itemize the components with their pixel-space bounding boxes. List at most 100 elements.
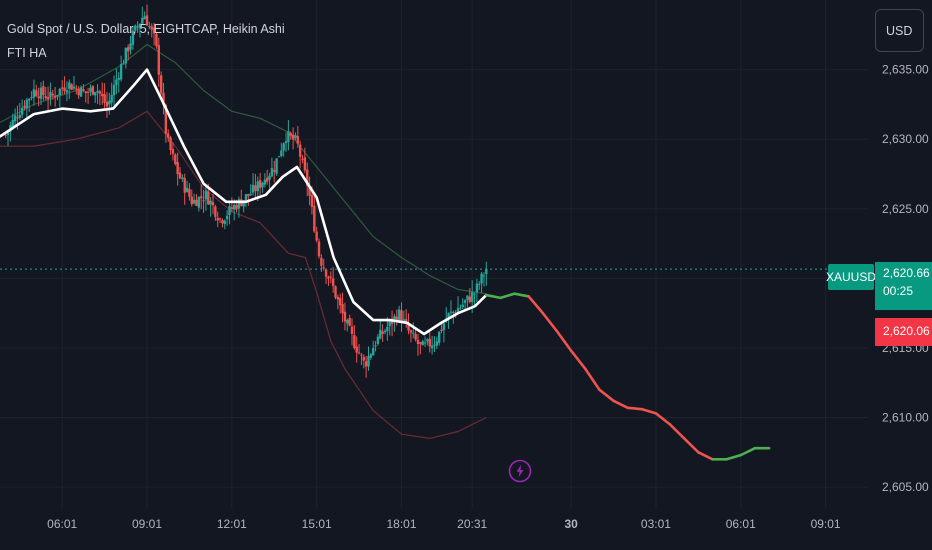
- candle-body: [148, 26, 151, 28]
- candle-body: [164, 105, 168, 134]
- candle-body: [13, 115, 17, 122]
- candle-body: [68, 82, 71, 89]
- candle-body: [152, 27, 156, 34]
- candle-body: [150, 26, 153, 30]
- candle-body: [423, 342, 427, 344]
- candle-body: [202, 200, 205, 202]
- y-tick-label: 2,610.00: [882, 411, 929, 425]
- candle-body: [141, 17, 144, 24]
- projection-segment: [682, 437, 700, 454]
- candle-body: [178, 172, 182, 179]
- candle-body: [249, 193, 252, 196]
- candle-body: [270, 168, 274, 177]
- candle-body: [190, 196, 193, 205]
- projection-segment: [513, 292, 531, 298]
- candle-body: [195, 199, 198, 206]
- candle-body: [466, 295, 469, 300]
- candle-body: [275, 158, 278, 174]
- candle-body: [77, 89, 80, 96]
- candle-body: [216, 217, 219, 221]
- candle-body: [263, 179, 267, 185]
- candle-body: [440, 329, 443, 332]
- candle-body: [381, 331, 384, 334]
- candle-body: [329, 276, 333, 278]
- candle-body: [280, 150, 283, 156]
- candle-body: [232, 205, 236, 210]
- candle-body: [310, 194, 314, 207]
- candle-body: [393, 316, 396, 323]
- candle-body: [209, 200, 212, 205]
- y-tick-label: 2,635.00: [882, 63, 929, 77]
- chart-title[interactable]: Gold Spot / U.S. Dollar, 5, EIGHTCAP, He…: [7, 22, 285, 36]
- candle-body: [348, 317, 351, 326]
- candle-body: [183, 178, 186, 193]
- candle-body: [185, 187, 189, 193]
- y-tick-label: 2,630.00: [882, 132, 929, 146]
- candle-body: [145, 15, 149, 26]
- candle-body: [18, 114, 21, 118]
- candle-body: [119, 64, 123, 80]
- candle-body: [433, 344, 436, 346]
- candle-body: [101, 93, 104, 97]
- x-tick-label: 18:01: [386, 517, 416, 531]
- currency-button[interactable]: USD: [875, 9, 924, 52]
- candle-body: [369, 354, 373, 358]
- candle-body: [112, 84, 116, 96]
- candle-body: [20, 107, 24, 115]
- time-axis: 06:01 09:01 12:01 15:01 18:01 20:31 30 03:01 06:…: [47, 517, 841, 531]
- candle-body: [287, 131, 290, 143]
- projection-segment: [527, 295, 545, 315]
- candle-body: [419, 342, 422, 344]
- candle-body: [25, 99, 29, 109]
- candle-body: [320, 257, 323, 266]
- candle-body: [136, 26, 139, 28]
- candle-body: [214, 206, 217, 217]
- candle-body: [322, 267, 325, 269]
- candle-body: [353, 335, 356, 349]
- candle-body: [294, 135, 297, 138]
- candle-body: [426, 339, 429, 342]
- x-tick-label: 06:01: [726, 517, 756, 531]
- candle-body: [404, 319, 408, 323]
- candle-body: [452, 311, 455, 313]
- candle-body: [35, 90, 38, 96]
- x-tick-label: 03:01: [641, 517, 671, 531]
- candle-body: [463, 300, 467, 303]
- last-price-tag: 2,620.66 00:25: [875, 262, 932, 310]
- candle-body: [364, 361, 368, 367]
- candle-body: [397, 309, 401, 322]
- candle-body: [480, 273, 483, 284]
- candle-body: [162, 92, 165, 106]
- candle-body: [400, 310, 403, 323]
- candle-body: [51, 93, 54, 96]
- candle-body: [277, 156, 281, 158]
- candle-body: [108, 100, 111, 105]
- candle-body: [475, 283, 479, 293]
- candle-body: [346, 319, 349, 324]
- x-tick-label: 06:01: [47, 517, 77, 531]
- projection-segment: [598, 388, 615, 403]
- candle-body: [412, 332, 415, 334]
- candle-body: [416, 339, 420, 345]
- candle-body: [134, 25, 137, 31]
- candle-body: [11, 119, 14, 127]
- lightning-icon[interactable]: [508, 459, 532, 483]
- candle-body: [28, 98, 31, 101]
- candle-body: [122, 63, 125, 65]
- candle-body: [93, 92, 97, 96]
- candle-body: [129, 43, 132, 50]
- projection-segment: [583, 367, 601, 391]
- candle-body: [336, 296, 340, 300]
- candle-body: [6, 131, 10, 136]
- candle-body: [362, 356, 365, 361]
- candle-body: [61, 87, 64, 89]
- envelope-bands: [0, 43, 487, 440]
- candle-body: [103, 94, 106, 103]
- indicator-label[interactable]: FTI HA: [7, 46, 47, 60]
- candle-body: [167, 133, 170, 138]
- candle-body: [247, 194, 250, 196]
- candle-body: [117, 77, 120, 81]
- candle-body: [82, 89, 85, 91]
- candle-body: [46, 97, 50, 100]
